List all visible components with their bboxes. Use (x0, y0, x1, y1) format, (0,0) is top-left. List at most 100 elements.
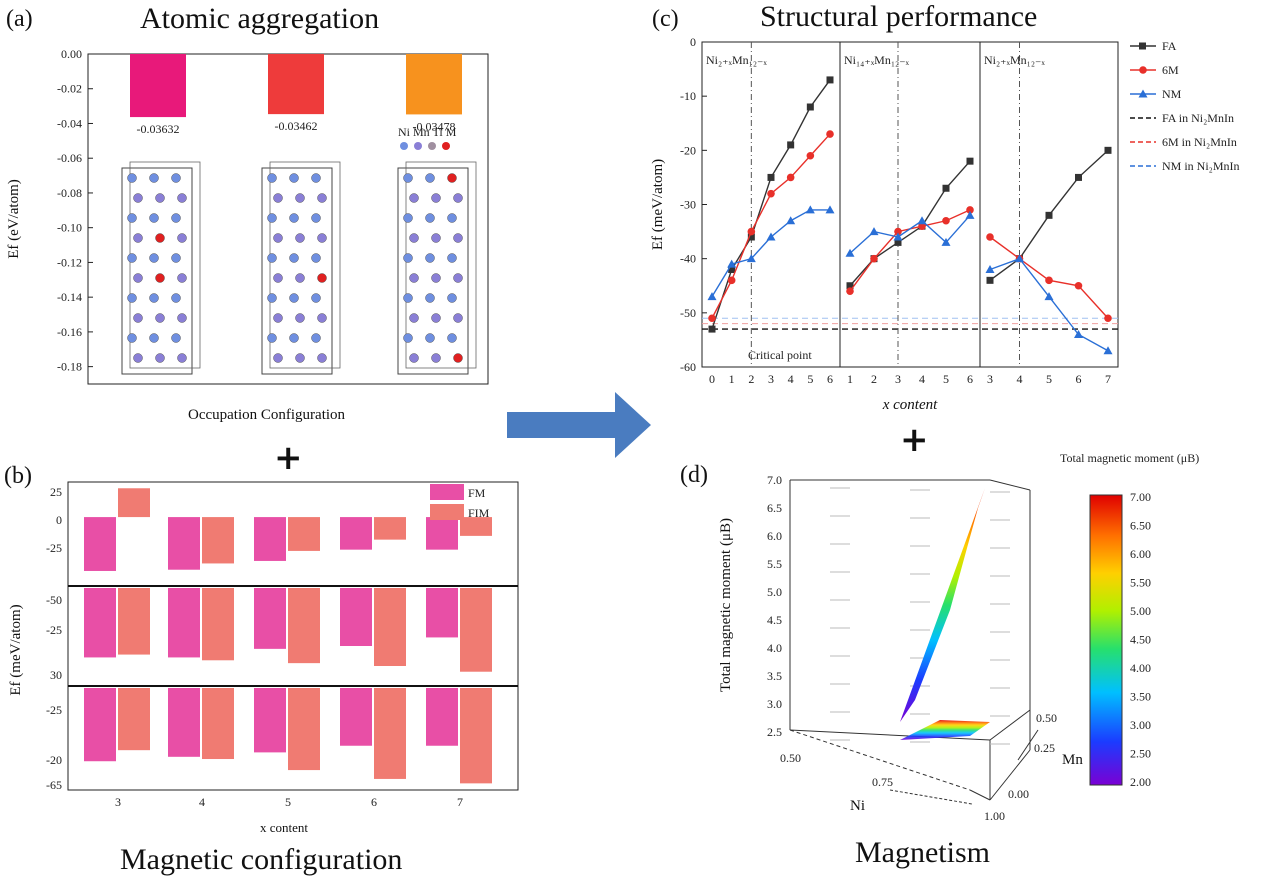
x-tick-label: 1 (729, 372, 735, 386)
point-NM (805, 205, 815, 214)
colorbar-tick-label: 2.00 (1130, 775, 1151, 789)
point-NM (1103, 346, 1113, 355)
y-tick-label: -0.04 (57, 116, 82, 130)
y-axis-label: Ef (meV/atom) (8, 604, 24, 695)
bar (254, 688, 286, 753)
panel-a-tag: (a) (6, 6, 33, 32)
x-tick-label: 5 (807, 372, 813, 386)
point-NM (746, 254, 756, 263)
x-tick-label: 7 (1105, 372, 1111, 386)
atomic-aggregation-chart: 0.00 -0.02 -0.04 -0.06 -0.08 -0.10 -0.12 -0.14 -… (6, 47, 489, 385)
legend-atom (428, 142, 436, 150)
z-tick-label: 4.0 (767, 641, 782, 655)
bar (202, 517, 234, 564)
colorbar-title: Total magnetic moment (μB) (1060, 451, 1199, 465)
x-tick-label: 4 (1017, 372, 1023, 386)
bar (374, 688, 406, 779)
sub-title: Ni₁₄₊ₓMn₁₂₋ₓ (844, 53, 910, 67)
point-6M (767, 189, 775, 198)
point-FA (747, 233, 755, 241)
point-6M (826, 130, 834, 138)
mn-arrow (1017, 729, 1039, 761)
box-edge (969, 789, 991, 801)
bar (426, 688, 458, 746)
legend-label: FIM (468, 506, 490, 520)
x-tick-label: 0 (709, 372, 715, 386)
bar-value-label: -0.03478 (413, 119, 456, 133)
point-FA (826, 76, 834, 84)
colorbar-tick-label: 7.00 (1130, 490, 1151, 504)
point-NM (825, 205, 835, 214)
y-tick-label: -50 (680, 306, 696, 320)
point-NM (893, 232, 903, 241)
mn-tick-label: 0.50 (1036, 711, 1057, 725)
point-NM (845, 248, 855, 257)
bar (426, 588, 458, 638)
y-tick-label: 0 (690, 35, 696, 49)
right-arrow-icon (507, 392, 651, 458)
point-NM (869, 227, 879, 236)
bar (84, 588, 116, 658)
y-tick-label: -0.08 (57, 186, 82, 200)
y-tick-label: -30 (680, 198, 696, 212)
y-tick-label: -60 (680, 360, 696, 374)
legend-label: NM in Ni₂MnIn (1162, 159, 1240, 173)
sub-title: Ni₂₊ₓMn₁₂₋ₓ (984, 53, 1045, 67)
plot-frame (67, 481, 519, 791)
bar (118, 488, 150, 518)
series-line-FA (711, 79, 831, 330)
x-tick-label: 6 (967, 372, 973, 386)
crystal-legend: Ni Mn Ti M (398, 125, 457, 139)
mn-tick-label: 0.00 (1008, 787, 1029, 801)
x-tick-label: 5 (943, 372, 949, 386)
panel-b-xlabel: x content (260, 820, 309, 835)
mn-axis-label: Mn (1062, 752, 1083, 768)
series-line-NM (989, 257, 1109, 352)
y-tick-label: -0.06 (57, 151, 82, 165)
y-tick-label: -0.02 (57, 82, 82, 96)
bar-value-label: -0.03632 (137, 122, 180, 136)
x-tick-label: 3 (895, 372, 901, 386)
critical-point-label: Critical point (748, 348, 812, 362)
colorbar-tick-label: 2.50 (1130, 747, 1151, 761)
panel-b-tag: (b) (4, 463, 32, 489)
bar (130, 54, 186, 118)
z-tick-label: 4.5 (767, 613, 782, 627)
y-axis-label: Ef (meV/atom) (650, 159, 666, 250)
bar (168, 588, 200, 658)
box-edge (789, 729, 991, 741)
bar (340, 688, 372, 746)
y-tick-label: -10 (680, 89, 696, 103)
point-FA (728, 266, 736, 273)
series-line-6M (711, 133, 831, 319)
y-axis-label: Ef (eV/atom) (6, 179, 22, 259)
colorbar-tick-label: 4.00 (1130, 661, 1151, 675)
point-6M (708, 314, 716, 323)
magnetic-configuration-chart: 25 0 -25 -50 -25 30 -25 -20 -65 3 4 5 6 7 Ef (meV/atom… (8, 481, 519, 809)
point-FA (787, 141, 795, 149)
legend-label: FM (468, 486, 486, 500)
z-tick-label: 6.5 (767, 501, 782, 515)
point-FA (1104, 146, 1112, 154)
colorbar-tick-label: 6.00 (1130, 547, 1151, 561)
point-FA (942, 184, 950, 192)
point-FA (894, 238, 902, 246)
bar (288, 688, 320, 771)
colorbar (1089, 494, 1123, 786)
crystal-cell (261, 161, 341, 375)
y-tick-label: -40 (680, 252, 696, 266)
point-NM (965, 210, 975, 219)
ni-tick-label: 0.75 (872, 775, 893, 789)
ni-axis-label: Ni (850, 798, 865, 814)
box-edge (789, 729, 971, 791)
point-NM (1015, 254, 1024, 263)
panel-c-tag: (c) (652, 6, 679, 32)
y-tick-label: -25 (46, 623, 62, 637)
point-FA (806, 103, 814, 111)
bar (84, 688, 116, 762)
legend-marker (1139, 66, 1147, 74)
point-6M (1074, 281, 1083, 290)
point-FA (1075, 173, 1082, 181)
bar (202, 588, 234, 661)
y-tick-label: -0.12 (57, 255, 82, 269)
